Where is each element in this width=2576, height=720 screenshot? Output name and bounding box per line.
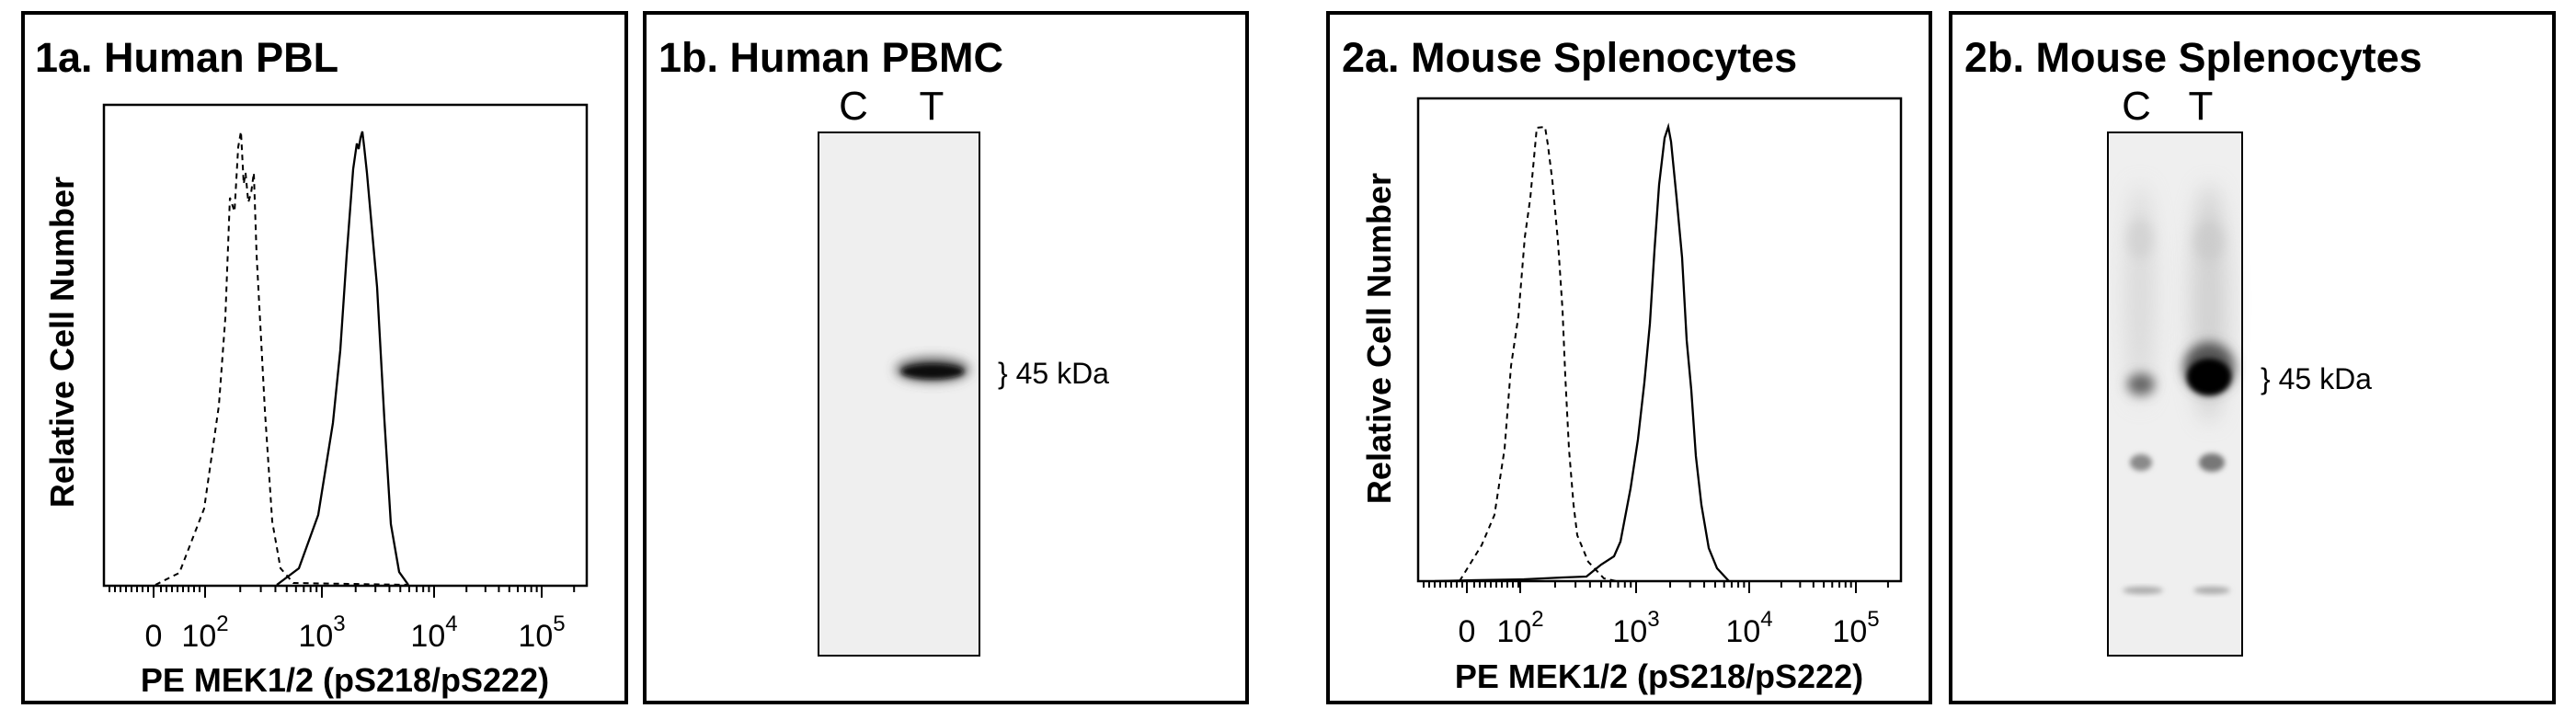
panel-2a-treated-histogram — [1434, 122, 1730, 583]
panel-2b-frame — [1949, 11, 2556, 704]
panel-2a-control-histogram — [1459, 125, 1730, 582]
panel-1b-blot-membrane — [818, 131, 980, 657]
panel-2b-marker-45kda: } 45 kDa — [2261, 362, 2372, 395]
tick-label-10e3: 103 — [298, 611, 345, 654]
tick-label-10e3: 103 — [1612, 607, 1659, 649]
panel-1a-tick-labels: 0 102 103 104 105 — [145, 611, 566, 654]
panel-1a-ylabel: Relative Cell Number — [43, 177, 81, 508]
panel-2b-title: 2b. Mouse Splenocytes — [1964, 34, 2422, 81]
panel-2a-tick-labels: 0 102 103 104 105 — [1459, 607, 1880, 649]
tick-label-10e2: 102 — [1496, 607, 1543, 649]
tick-label-10e5: 105 — [518, 611, 565, 654]
panel-2b-band-control-45kda — [2127, 373, 2155, 395]
panel-2a-title: 2a. Mouse Splenocytes — [1342, 34, 1797, 81]
panel-2a-xlabel: PE MEK1/2 (pS218/pS222) — [1455, 657, 1863, 695]
tick-label-0: 0 — [145, 619, 163, 654]
tick-label-10e2: 102 — [181, 611, 228, 654]
panel-2a-x-axis-ticks — [1423, 581, 1889, 593]
panel-1a-x-axis-ticks — [109, 586, 576, 598]
lane-label-control: C — [839, 84, 868, 129]
panel-1a: 1a. Human PBL Relative Cell Number 0 102… — [21, 11, 628, 704]
lane-label-treated: T — [920, 84, 945, 129]
tick-label-10e4: 104 — [410, 611, 457, 654]
tick-label-10e5: 105 — [1832, 607, 1879, 649]
panel-2b-band-treated-45kda — [2183, 342, 2235, 395]
panel-1a-xlabel: PE MEK1/2 (pS218/pS222) — [141, 661, 549, 699]
panel-2b-blot-membrane — [2107, 131, 2243, 657]
panel-1a-title: 1a. Human PBL — [35, 34, 338, 81]
panel-1a-plot-area — [102, 103, 589, 588]
panel-2a-ylabel: Relative Cell Number — [1360, 173, 1398, 504]
panel-2b-lower-bands — [2123, 453, 2230, 594]
panel-2b: 2b. Mouse Splenocytes C T } 45 kDa — [1949, 11, 2556, 704]
panel-1b-band-treated-45kda — [896, 358, 969, 382]
lane-label-treated: T — [2189, 84, 2214, 129]
panel-2a: 2a. Mouse Splenocytes Relative Cell Numb… — [1326, 11, 1932, 704]
panel-2a-plot-area — [1416, 97, 1903, 583]
tick-label-0: 0 — [1459, 614, 1476, 649]
panel-1a-treated-histogram — [276, 131, 409, 586]
tick-label-10e4: 104 — [1725, 607, 1772, 649]
lane-label-control: C — [2122, 84, 2151, 129]
panel-1b-marker-45kda: } 45 kDa — [998, 357, 1109, 390]
panel-1a-control-histogram — [155, 131, 409, 586]
panel-1b: 1b. Human PBMC C T } 45 kDa — [643, 11, 1249, 704]
panel-1b-title: 1b. Human PBMC — [658, 34, 1003, 81]
